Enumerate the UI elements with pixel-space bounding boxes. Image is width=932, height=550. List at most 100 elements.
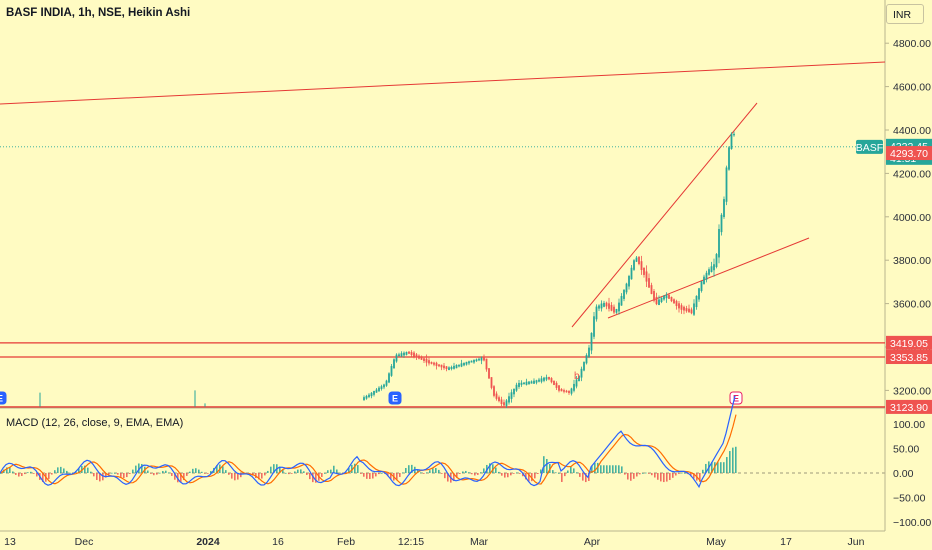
- macd-histogram-bar: [519, 473, 521, 474]
- candle-body: [710, 266, 713, 272]
- event-badge: [729, 391, 743, 405]
- macd-histogram-bar: [528, 473, 530, 482]
- macd-histogram-bar: [324, 472, 326, 474]
- candle-body: [525, 381, 528, 385]
- time-tick-label-7: Apr: [584, 536, 601, 548]
- currency-selector[interactable]: INR: [886, 4, 924, 24]
- macd-histogram-bar: [453, 473, 455, 482]
- macd-histogram-bar: [90, 471, 92, 473]
- macd-histogram-bar: [555, 472, 557, 474]
- candles[interactable]: b: [39, 131, 735, 408]
- macd-histogram-bar: [357, 465, 359, 473]
- macd-histogram-bar: [627, 473, 629, 480]
- candle-body: [705, 272, 708, 280]
- macd-histogram-bar: [216, 465, 218, 473]
- horizontal-levels[interactable]: [0, 146, 885, 408]
- macd-histogram-bar: [96, 473, 98, 480]
- price-axis: 4800.00 4600.00 4400.00 4200.00 4000.00 3800.…: [885, 38, 931, 397]
- macd-histogram-bar: [210, 471, 212, 473]
- macd-histogram-bar: [465, 470, 467, 473]
- candle-body: [470, 360, 473, 363]
- macd-pane[interactable]: [0, 395, 737, 489]
- macd-histogram-bar: [606, 465, 608, 473]
- macd-histogram-bar: [222, 466, 224, 473]
- macd-histogram-bar: [30, 471, 32, 473]
- macd-tick-label-2: 0.00: [893, 468, 914, 480]
- macd-histogram-bar: [546, 458, 548, 473]
- event-letter: E: [733, 394, 739, 404]
- macd-tick-label-0: 100.00: [893, 419, 925, 431]
- candle-body: [433, 362, 435, 365]
- price-label-4: 3123.90: [886, 399, 932, 414]
- candle-body: [678, 303, 680, 309]
- macd-histogram-bar: [474, 473, 476, 476]
- time-tick-label-6: Mar: [470, 536, 489, 548]
- candle-body: [543, 377, 545, 381]
- macd-histogram-bar: [717, 462, 719, 473]
- candle-body: [478, 358, 480, 361]
- macd-histogram-bar: [735, 446, 737, 473]
- candle-body: [708, 269, 710, 275]
- macd-histogram-bar: [105, 473, 107, 478]
- macd-tick-label-4: −100.00: [893, 517, 931, 529]
- candle-body: [645, 271, 648, 282]
- candle-body: [728, 147, 730, 170]
- macd-histogram-bar: [564, 473, 566, 477]
- macd-histogram-bar: [150, 473, 152, 474]
- macd-histogram-bar: [732, 447, 734, 473]
- macd-axis: 100.00 50.00 0.00 −50.00 −100.00: [893, 419, 931, 529]
- candle-body: [648, 278, 650, 288]
- candle-body: [608, 303, 610, 309]
- candle-body: [568, 390, 570, 393]
- candle-body: [655, 296, 658, 305]
- macd-histogram-bar: [264, 473, 266, 476]
- macd-histogram-bar: [501, 473, 503, 476]
- candle-body: [595, 306, 598, 320]
- macd-histogram-bar: [366, 473, 368, 479]
- candle-body: [635, 257, 638, 262]
- macd-histogram-bar: [375, 473, 377, 477]
- macd-histogram-bar: [126, 473, 128, 478]
- time-tick-label-3: 16: [272, 536, 284, 548]
- event-marker-0: E: [0, 391, 7, 405]
- candle-body: [395, 354, 398, 362]
- candle-body: [363, 397, 365, 401]
- macd-histogram-bar: [27, 472, 29, 474]
- macd-histogram-bar: [309, 473, 311, 480]
- macd-histogram-bar: [507, 473, 509, 478]
- trendlines[interactable]: [0, 61, 886, 328]
- macd-histogram-bar: [84, 465, 86, 473]
- macd-histogram-bar: [303, 471, 305, 473]
- candle-body: [378, 387, 380, 392]
- macd-histogram-bar: [186, 473, 188, 476]
- candle-body: [668, 294, 670, 299]
- macd-histogram-bar: [570, 466, 572, 473]
- macd-histogram-bar: [294, 471, 296, 473]
- macd-histogram-bar: [282, 469, 284, 473]
- candle-body: [510, 392, 513, 399]
- price-tick-label-5: 3800.00: [893, 255, 931, 267]
- macd-histogram-bar: [99, 473, 101, 482]
- candle-body: [440, 364, 443, 368]
- time-tick-label-5: 12:15: [398, 536, 424, 548]
- macd-histogram-bar: [483, 468, 485, 473]
- candle-body: [528, 381, 530, 385]
- macd-histogram-bar: [471, 473, 473, 475]
- event-badge: [388, 391, 402, 405]
- macd-histogram-bar: [297, 469, 299, 473]
- macd-histogram-bar: [270, 466, 272, 473]
- candle-body: [585, 355, 588, 364]
- macd-histogram-bar: [573, 468, 575, 473]
- macd-histogram-bar: [141, 463, 143, 473]
- time-tick-label-9: 17: [780, 536, 792, 548]
- macd-histogram-bar: [624, 473, 626, 475]
- events[interactable]: EEE: [0, 391, 743, 405]
- macd-histogram-bar: [225, 470, 227, 473]
- candle-body: [370, 392, 373, 397]
- annotation-b: b: [574, 371, 580, 382]
- price-tick-label-4: 4000.00: [893, 212, 931, 224]
- macd-histogram-bar: [657, 473, 659, 480]
- macd-histogram-bar: [102, 473, 104, 481]
